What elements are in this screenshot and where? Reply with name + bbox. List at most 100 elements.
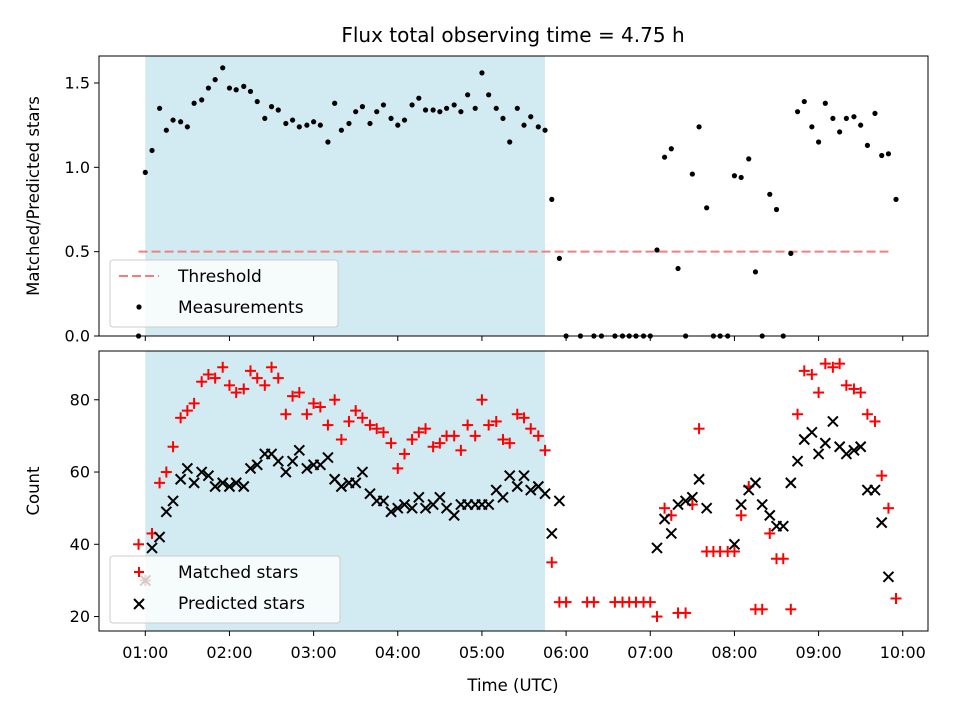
measurement-point <box>191 100 197 106</box>
measurement-point <box>458 109 464 115</box>
predicted-stars-point <box>546 527 558 540</box>
predicted-stars-point <box>293 444 306 457</box>
count-legend-box <box>109 555 341 624</box>
matched-stars-point <box>133 538 145 550</box>
matched-stars-point <box>251 372 263 384</box>
measurement-point <box>304 122 310 128</box>
measurement-point <box>275 107 281 113</box>
measurement-point <box>507 139 513 145</box>
x-tick-label: 03:00 <box>291 643 337 662</box>
measurement-point <box>528 114 534 120</box>
measurement-point <box>311 119 317 125</box>
matched-stars-point <box>785 603 797 615</box>
matched-stars-point <box>813 387 825 399</box>
matched-stars-point <box>230 387 242 399</box>
measurement-point <box>163 127 169 133</box>
matched-stars-point <box>371 423 383 435</box>
measurement-point <box>430 107 436 113</box>
predicted-stars-point <box>434 491 446 504</box>
predicted-stars-point <box>525 484 537 496</box>
ratio-y-ticks: 0.0 0.5 1.0 1.5 <box>65 73 99 346</box>
measurement-point <box>388 115 394 122</box>
count-x-ticks: 01:00 02:00 03:00 04:00 05:00 06:00 07:00 08:00… <box>122 631 926 662</box>
matched-stars-point <box>356 412 368 424</box>
x-tick-label: 10:00 <box>880 643 926 662</box>
measurement-point <box>422 107 429 113</box>
matched-stars-point <box>497 434 509 446</box>
predicted-stars-point <box>735 498 747 511</box>
predicted-stars-point <box>482 498 495 511</box>
measurement-point <box>773 206 780 213</box>
measurement-point <box>885 151 892 157</box>
measurement-point <box>696 124 702 130</box>
matched-stars-point <box>455 444 467 456</box>
measurement-point <box>486 92 492 98</box>
predicted-stars-point <box>195 466 208 478</box>
measurement-point <box>374 109 380 115</box>
predicted-stars-point <box>869 484 881 496</box>
measurement-point <box>500 115 506 122</box>
matched-stars-point <box>490 415 502 427</box>
predicted-stars-point <box>181 462 194 475</box>
measurement-point <box>731 173 738 179</box>
predicted-stars-point <box>686 491 699 504</box>
measurement-point <box>170 117 176 123</box>
predicted-stars-point <box>806 426 818 438</box>
matched-stars-point <box>651 611 663 623</box>
matched-stars-point <box>511 408 523 420</box>
predicted-stars-point <box>665 527 678 540</box>
x-tick-label: 05:00 <box>459 643 505 662</box>
predicted-stars-point <box>153 531 166 543</box>
measurement-point <box>654 247 660 253</box>
predicted-stars-point <box>406 502 418 514</box>
measurement-point <box>199 97 205 103</box>
y-tick-label: 60 <box>70 463 90 482</box>
x-axis-label: Time (UTC) <box>466 676 558 695</box>
measurement-point <box>262 115 268 122</box>
ratio-legend-box <box>109 259 339 328</box>
matched-stars-point <box>680 607 692 619</box>
measurement-point <box>851 114 857 120</box>
matched-stars-point <box>196 376 208 388</box>
matched-stars-point <box>154 477 166 489</box>
predicted-stars-point <box>286 455 299 467</box>
predicted-stars-point <box>160 506 173 518</box>
matched-stars-point <box>588 596 600 608</box>
predicted-stars-point <box>209 480 221 493</box>
measurement-point <box>689 171 695 177</box>
measurement-point <box>289 117 296 123</box>
matched-stars-point <box>413 426 425 438</box>
measurement-point <box>233 87 239 93</box>
predicted-stars-point <box>848 444 860 457</box>
matched-stars-point <box>890 592 902 604</box>
ratio-axes-frame <box>98 55 929 337</box>
matched-stars-point <box>322 419 334 431</box>
matched-stars-point <box>560 596 572 608</box>
count-axes-frame <box>98 350 929 632</box>
matched-stars-point <box>217 361 229 373</box>
predicted-stars-point <box>448 509 460 522</box>
measurement-point <box>395 122 401 128</box>
matched-stars-point <box>840 379 852 391</box>
predicted-stars-point <box>280 466 292 478</box>
measurement-point <box>353 109 359 115</box>
measurement-point <box>858 122 864 128</box>
measurement-point <box>220 65 226 71</box>
matched-stars-point <box>882 502 894 514</box>
matched-stars-point <box>504 437 516 449</box>
measurement-point <box>317 122 323 128</box>
matched-stars-point <box>546 556 558 568</box>
x-tick-label: 08:00 <box>711 643 757 662</box>
matched-stars-point <box>238 383 250 395</box>
predicted-stars-point <box>349 477 362 489</box>
measurement-point <box>746 156 752 162</box>
measurement-point <box>465 92 471 98</box>
measurement-point <box>451 102 457 108</box>
x-tick-label: 09:00 <box>796 643 842 662</box>
predicted-stars-point <box>827 415 839 428</box>
measurement-point <box>416 95 422 101</box>
predicted-stars-point <box>728 538 741 550</box>
measurement-point <box>893 196 899 202</box>
measurement-point <box>822 100 828 106</box>
matched-stars-point <box>329 394 341 406</box>
